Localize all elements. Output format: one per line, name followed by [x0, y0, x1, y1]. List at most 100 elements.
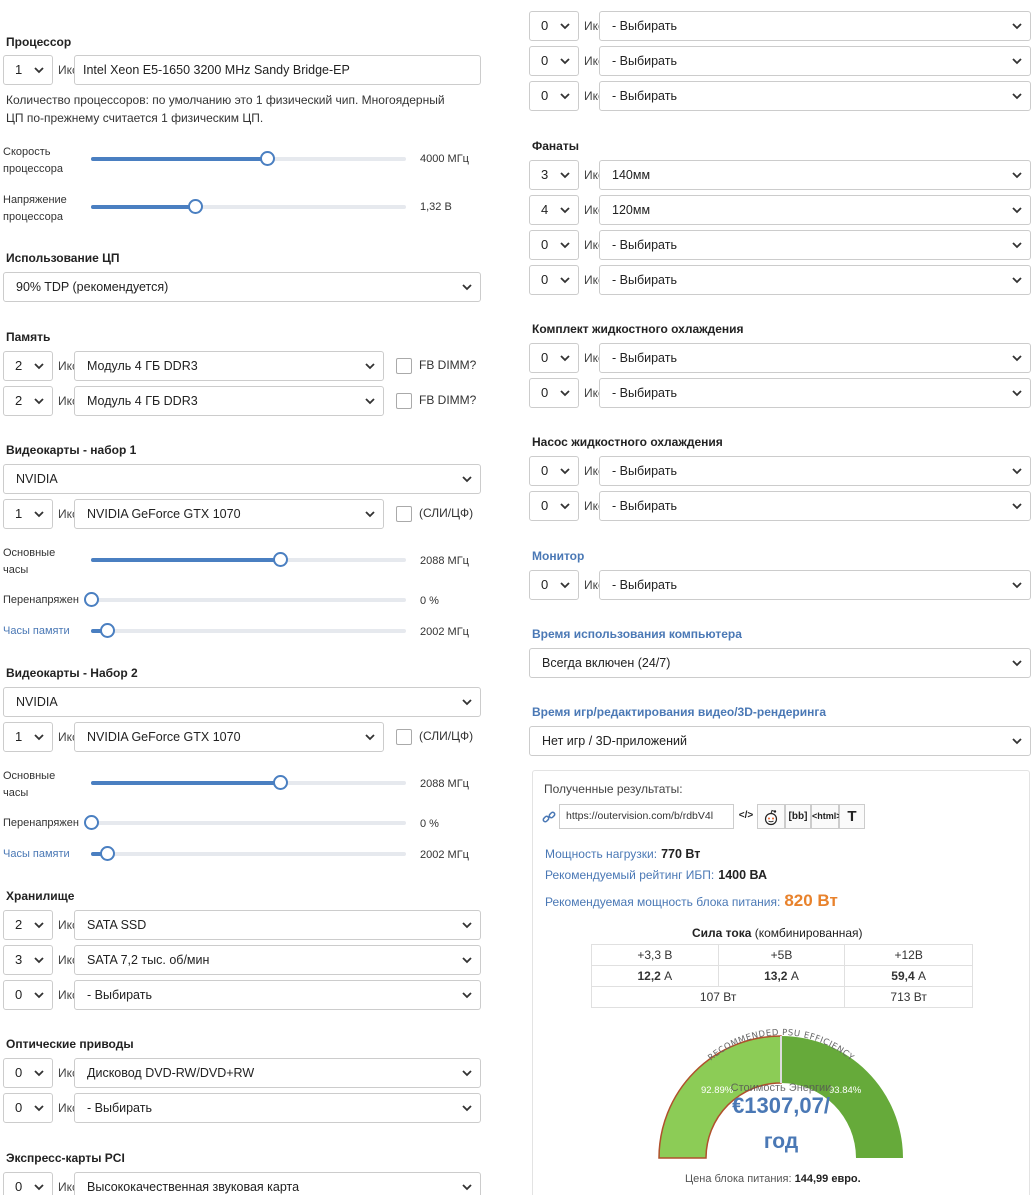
- component-select[interactable]: SATA 7,2 тыс. об/мин: [74, 945, 481, 975]
- component-select[interactable]: - Выбирать: [74, 1093, 481, 1123]
- gpu2-core-label: Основные часы: [3, 770, 56, 799]
- component-select[interactable]: 120мм: [599, 195, 1031, 225]
- slider-handle[interactable]: [84, 592, 99, 607]
- cpu-voltage-slider[interactable]: [91, 199, 406, 214]
- qty-select[interactable]: 4: [529, 195, 579, 225]
- gpu2-overvolt-slider[interactable]: [84, 815, 406, 830]
- slider-handle[interactable]: [187, 199, 203, 214]
- gaming-time-select[interactable]: Нет игр / 3D-приложений: [529, 726, 1031, 756]
- qty-select[interactable]: 0: [529, 456, 579, 486]
- component-select[interactable]: Высококачественная звуковая карта: [74, 1172, 481, 1195]
- share-link-input[interactable]: https://outervision.com/b/rdbV4l: [559, 804, 734, 829]
- qty-select[interactable]: 0: [3, 1058, 53, 1088]
- gaming-time-heading: Время игр/редактирования видео/3D-рендер…: [532, 705, 827, 719]
- chevron-down-icon: [462, 697, 472, 706]
- component-select[interactable]: Дисковод DVD-RW/DVD+RW: [74, 1058, 481, 1088]
- gpu2-core-slider[interactable]: [91, 775, 406, 790]
- qty-select[interactable]: 0: [529, 230, 579, 260]
- component-select[interactable]: - Выбирать: [599, 230, 1031, 260]
- gpu1-qty-select[interactable]: 1: [3, 499, 53, 529]
- slider-handle[interactable]: [260, 151, 276, 166]
- component-select[interactable]: - Выбирать: [599, 456, 1031, 486]
- qty-select[interactable]: 0: [3, 1093, 53, 1123]
- html-code-button[interactable]: <html>: [811, 804, 842, 829]
- chevron-down-icon: [560, 21, 570, 30]
- component-value: - Выбирать: [612, 238, 677, 252]
- qty-select[interactable]: 2: [3, 910, 53, 940]
- qty-select[interactable]: 3: [529, 160, 579, 190]
- component-select[interactable]: - Выбирать: [599, 378, 1031, 408]
- slider-handle[interactable]: [84, 815, 99, 830]
- slider-handle[interactable]: [273, 775, 288, 790]
- usage-time-select[interactable]: Всегда включен (24/7): [529, 648, 1031, 678]
- qty-value: 3: [541, 167, 549, 182]
- qty-select[interactable]: 0: [529, 343, 579, 373]
- processor-qty-select[interactable]: 1: [3, 55, 53, 85]
- slider-handle[interactable]: [273, 552, 288, 567]
- component-value: - Выбирать: [612, 273, 677, 287]
- component-select[interactable]: - Выбирать: [599, 343, 1031, 373]
- bbcode-button[interactable]: [bb]: [785, 804, 811, 829]
- gpu2-brand-select[interactable]: NVIDIA: [3, 687, 481, 717]
- gpu1-sli-checkbox[interactable]: [396, 506, 412, 522]
- gpu1-mem-slider[interactable]: [91, 623, 406, 638]
- gpu2-sli-checkbox[interactable]: [396, 729, 412, 745]
- cpu-usage-select[interactable]: 90% TDP (рекомендуется): [3, 272, 481, 302]
- gpu1-model-select[interactable]: NVIDIA GeForce GTX 1070: [74, 499, 384, 529]
- component-select[interactable]: - Выбирать: [599, 81, 1031, 111]
- times-label: Икс: [58, 507, 79, 521]
- qty-value: 0: [541, 498, 549, 513]
- component-select[interactable]: Модуль 4 ГБ DDR3: [74, 351, 384, 381]
- results-title: Полученные результаты:: [542, 782, 685, 796]
- fb-dimm-checkbox[interactable]: [396, 358, 412, 374]
- qty-select[interactable]: 0: [529, 378, 579, 408]
- component-select[interactable]: - Выбирать: [599, 491, 1031, 521]
- qty-select[interactable]: 0: [3, 1172, 53, 1195]
- times-label: Икс: [58, 988, 79, 1002]
- chevron-down-icon: [34, 920, 44, 929]
- slider-handle[interactable]: [99, 846, 115, 861]
- qty-select[interactable]: 0: [529, 46, 579, 76]
- qty-select[interactable]: 0: [529, 11, 579, 41]
- gpu2-mem-slider[interactable]: [91, 846, 406, 861]
- component-select[interactable]: - Выбирать: [599, 570, 1031, 600]
- reddit-icon[interactable]: [757, 804, 785, 829]
- component-select[interactable]: SATA SSD: [74, 910, 481, 940]
- chevron-down-icon: [560, 580, 570, 589]
- qty-value: 2: [15, 358, 23, 373]
- text-format-icon[interactable]: T: [839, 804, 865, 829]
- chevron-down-icon: [1012, 170, 1022, 179]
- qty-value: 0: [541, 385, 549, 400]
- component-select[interactable]: - Выбирать: [599, 11, 1031, 41]
- component-select[interactable]: - Выбирать: [74, 980, 481, 1010]
- liquid-kit-heading: Комплект жидкостного охлаждения: [532, 322, 744, 336]
- cpu-speed-slider[interactable]: [91, 151, 406, 166]
- qty-select[interactable]: 2: [3, 386, 53, 416]
- qty-value: 0: [541, 577, 549, 592]
- component-select[interactable]: - Выбирать: [599, 265, 1031, 295]
- qty-select[interactable]: 0: [529, 570, 579, 600]
- qty-select[interactable]: 0: [529, 491, 579, 521]
- gpu1-brand-select[interactable]: NVIDIA: [3, 464, 481, 494]
- gpu1-core-slider[interactable]: [91, 552, 406, 567]
- component-value: - Выбирать: [612, 351, 677, 365]
- component-select[interactable]: - Выбирать: [599, 46, 1031, 76]
- qty-select[interactable]: 0: [3, 980, 53, 1010]
- component-select[interactable]: Модуль 4 ГБ DDR3: [74, 386, 384, 416]
- times-label: Икс: [58, 359, 79, 373]
- qty-select[interactable]: 0: [529, 81, 579, 111]
- qty-select[interactable]: 0: [529, 265, 579, 295]
- slider-handle[interactable]: [99, 623, 115, 638]
- gpu1-overvolt-slider[interactable]: [84, 592, 406, 607]
- component-select[interactable]: 140мм: [599, 160, 1031, 190]
- processor-model-input[interactable]: Intel Xeon E5-1650 3200 MHz Sandy Bridge…: [74, 55, 481, 85]
- gpu2-model-select[interactable]: NVIDIA GeForce GTX 1070: [74, 722, 384, 752]
- qty-select[interactable]: 2: [3, 351, 53, 381]
- gpu1-mem-value: 2002 МГц: [420, 626, 469, 638]
- chevron-down-icon: [365, 361, 375, 370]
- gpu2-qty-select[interactable]: 1: [3, 722, 53, 752]
- gpu2-sli-label: (СЛИ/ЦФ): [419, 729, 474, 743]
- fb-dimm-checkbox[interactable]: [396, 393, 412, 409]
- qty-select[interactable]: 3: [3, 945, 53, 975]
- embed-code-icon[interactable]: </>: [738, 810, 754, 821]
